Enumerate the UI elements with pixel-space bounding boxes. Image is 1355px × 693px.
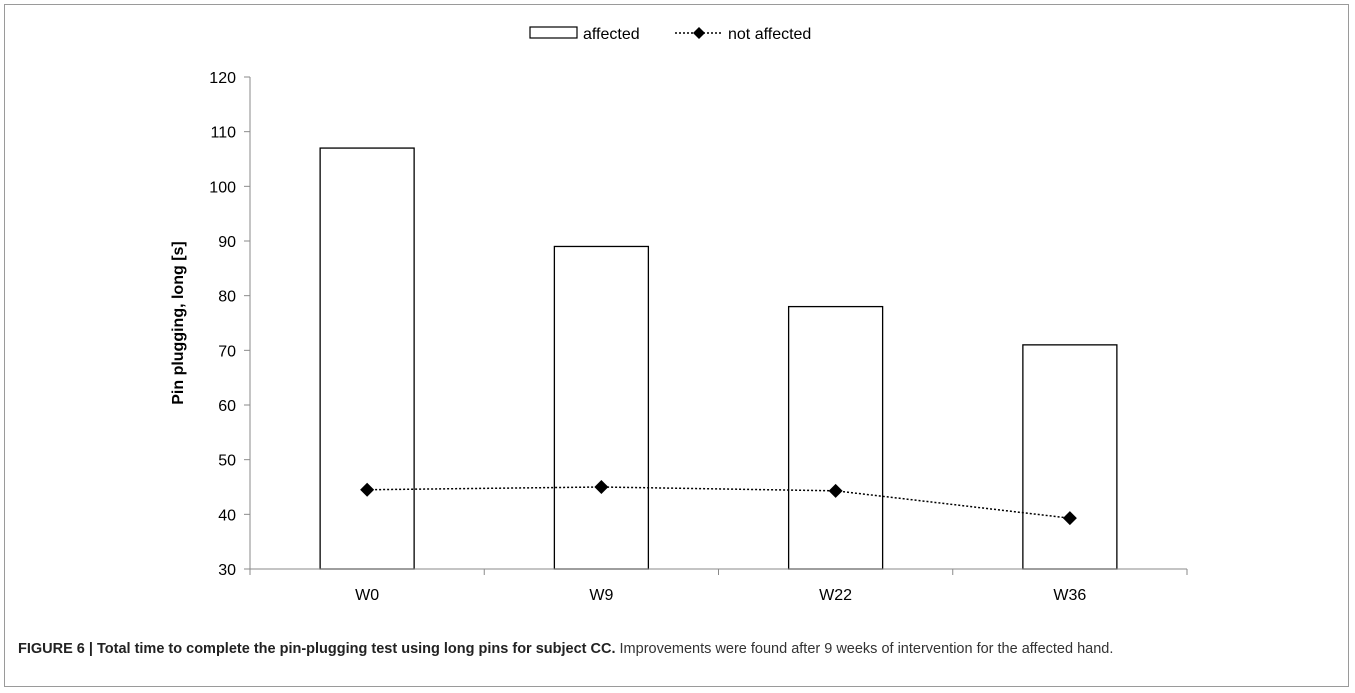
legend-marker-not-affected bbox=[693, 27, 705, 39]
y-tick-label: 40 bbox=[218, 507, 236, 524]
caption-title: FIGURE 6 | Total time to complete the pi… bbox=[18, 641, 616, 657]
y-tick-label: 50 bbox=[218, 453, 236, 470]
legend-label-affected: affected bbox=[583, 26, 640, 43]
y-tick-label: 90 bbox=[218, 234, 236, 251]
x-tick-label: W22 bbox=[819, 587, 852, 604]
bar-affected bbox=[319, 147, 415, 570]
figure-caption: FIGURE 6 | Total time to complete the pi… bbox=[18, 639, 1336, 660]
bar-affected bbox=[553, 245, 650, 570]
figure-frame bbox=[4, 4, 1349, 687]
legend-swatch-affected bbox=[529, 26, 578, 39]
bar-affected bbox=[1022, 344, 1118, 570]
y-tick-label: 120 bbox=[209, 70, 236, 87]
line-not-affected bbox=[367, 486, 1070, 519]
y-tick-label: 70 bbox=[218, 343, 236, 360]
marker-not-affected bbox=[828, 483, 843, 498]
legend-label-not-affected: not affected bbox=[728, 26, 811, 43]
x-tick-label: W9 bbox=[589, 587, 613, 604]
marker-not-affected bbox=[360, 482, 375, 497]
y-tick-label: 30 bbox=[218, 562, 236, 579]
y-axis-title: Pin plugging, long [s] bbox=[170, 241, 187, 405]
y-tick-label: 60 bbox=[218, 398, 236, 415]
marker-not-affected bbox=[594, 480, 609, 494]
bar-affected bbox=[787, 305, 884, 570]
marker-not-affected bbox=[1062, 511, 1077, 526]
x-tick-label: W0 bbox=[355, 587, 379, 604]
x-tick-label: W36 bbox=[1053, 587, 1086, 604]
y-tick-label: 80 bbox=[218, 289, 236, 306]
y-tick-label: 100 bbox=[209, 179, 236, 196]
chart: 30 40 50 60 70 80 90 100 110 120 Pin plugging, lon… bbox=[170, 26, 1188, 604]
y-tick-label: 110 bbox=[210, 125, 236, 142]
caption-text: Improvements were found after 9 weeks of… bbox=[615, 641, 1114, 657]
